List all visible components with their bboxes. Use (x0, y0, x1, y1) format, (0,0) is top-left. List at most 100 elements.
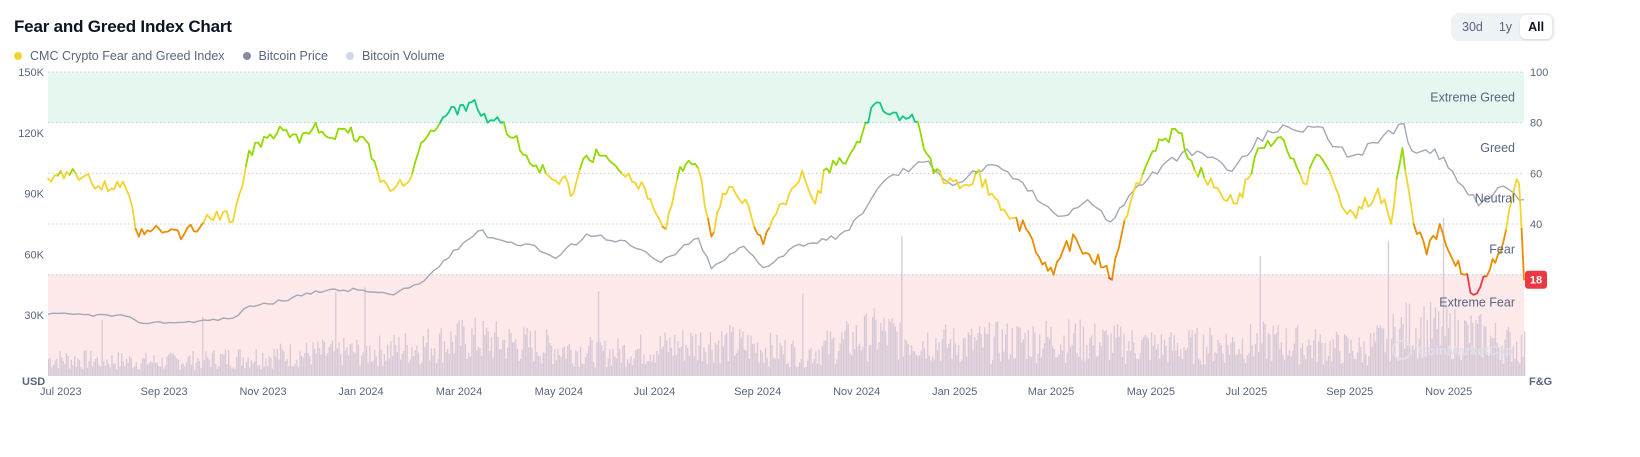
volume-bar (85, 350, 87, 376)
volume-bar (400, 359, 402, 376)
legend-item-bitcoin-price[interactable]: Bitcoin Price (242, 49, 328, 63)
volume-bar (1092, 345, 1094, 376)
volume-bar (328, 347, 330, 376)
latest-value-badge-bg (1525, 270, 1547, 289)
volume-bar (265, 358, 267, 376)
volume-bar (382, 365, 384, 376)
volume-bar (1290, 356, 1292, 376)
volume-bar (867, 361, 869, 376)
volume-bar (1429, 302, 1432, 376)
legend-item-fear-greed[interactable]: CMC Crypto Fear and Greed Index (14, 49, 225, 63)
volume-bar (481, 355, 483, 376)
volume-bar (1486, 352, 1488, 376)
volume-bar (52, 364, 55, 376)
zone-band-extreme-greed (48, 72, 1524, 123)
fear-greed-line-segment (916, 120, 941, 175)
volume-bar (758, 362, 760, 376)
volume-bar (1420, 317, 1422, 376)
volume-bar (229, 365, 231, 376)
volume-bar (954, 343, 956, 376)
volume-bar (348, 355, 350, 376)
fear-greed-line-segment (579, 148, 624, 175)
volume-bar (1142, 337, 1145, 376)
range-tab-all[interactable]: All (1520, 15, 1553, 39)
volume-bar (181, 364, 183, 376)
volume-bar (150, 361, 152, 376)
volume-bar (357, 344, 360, 376)
volume-bar (1412, 345, 1414, 376)
volume-bar (1293, 343, 1295, 376)
range-tab-30d[interactable]: 30d (1462, 20, 1483, 34)
volume-bar (1438, 311, 1440, 376)
volume-bar (743, 349, 746, 376)
volume-bar (594, 367, 596, 376)
volume-bar (1116, 324, 1119, 376)
volume-bar (654, 362, 656, 376)
page-title: Fear and Greed Index Chart (14, 17, 232, 36)
volume-bar (241, 365, 243, 376)
volume-bar (442, 362, 444, 376)
volume-bar (651, 362, 653, 376)
volume-bar (340, 354, 342, 376)
volume-bar (930, 360, 932, 376)
volume-bar (602, 350, 604, 376)
volume-bar (1475, 320, 1477, 376)
volume-bar (607, 358, 609, 376)
right-axis-unit: F&G (1529, 376, 1552, 388)
volume-bar (990, 363, 992, 376)
volume-bar (614, 356, 616, 376)
volume-bar (228, 350, 230, 376)
volume-bar (1099, 341, 1101, 376)
volume-bar (1024, 332, 1026, 376)
volume-bar (216, 369, 218, 376)
volume-bar (1186, 347, 1188, 376)
volume-bar (974, 337, 976, 376)
volume-bar (174, 356, 176, 376)
volume-bar (297, 367, 300, 376)
volume-bar (1282, 354, 1284, 376)
volume-bar (417, 352, 420, 376)
volume-bar (922, 340, 924, 376)
volume-bar (419, 364, 421, 376)
volume-bar (437, 359, 439, 376)
volume-bar (1457, 320, 1459, 376)
volume-bar (1381, 327, 1383, 376)
volume-bar (1449, 313, 1451, 376)
volume-bar (800, 359, 802, 376)
volume-bar (1355, 359, 1357, 376)
volume-bar (70, 359, 72, 376)
volume-bar (1434, 307, 1437, 376)
volume-bar (74, 356, 76, 376)
volume-bar (1331, 361, 1333, 376)
volume-bar (320, 354, 322, 376)
volume-bar (516, 348, 519, 376)
fear-greed-line-segment (621, 172, 664, 228)
volume-bar (234, 368, 236, 376)
volume-bar (1076, 353, 1078, 376)
volume-bar (210, 367, 212, 376)
volume-bar (1121, 357, 1123, 376)
volume-bar (1326, 360, 1328, 376)
fear-greed-line-segment (697, 167, 709, 220)
volume-bar (1342, 362, 1344, 376)
volume-bar (464, 344, 467, 376)
volume-bar (82, 369, 84, 376)
volume-bar (1279, 349, 1281, 376)
volume-bar (636, 348, 639, 376)
volume-bar (1220, 345, 1222, 376)
volume-bar (1058, 354, 1060, 376)
volume-bar (1464, 320, 1466, 376)
volume-bar (1022, 339, 1025, 376)
volume-bar (713, 362, 715, 376)
volume-bar (1227, 344, 1229, 376)
volume-bar (1481, 357, 1484, 376)
volume-bar (412, 356, 415, 376)
volume-bar (956, 354, 958, 376)
range-tab-1y[interactable]: 1y (1498, 20, 1513, 34)
volume-bar (1180, 349, 1182, 376)
volume-bar (992, 360, 994, 376)
volume-bar (730, 332, 733, 376)
volume-bar (680, 346, 682, 376)
legend-item-bitcoin-volume[interactable]: Bitcoin Volume (346, 49, 445, 63)
